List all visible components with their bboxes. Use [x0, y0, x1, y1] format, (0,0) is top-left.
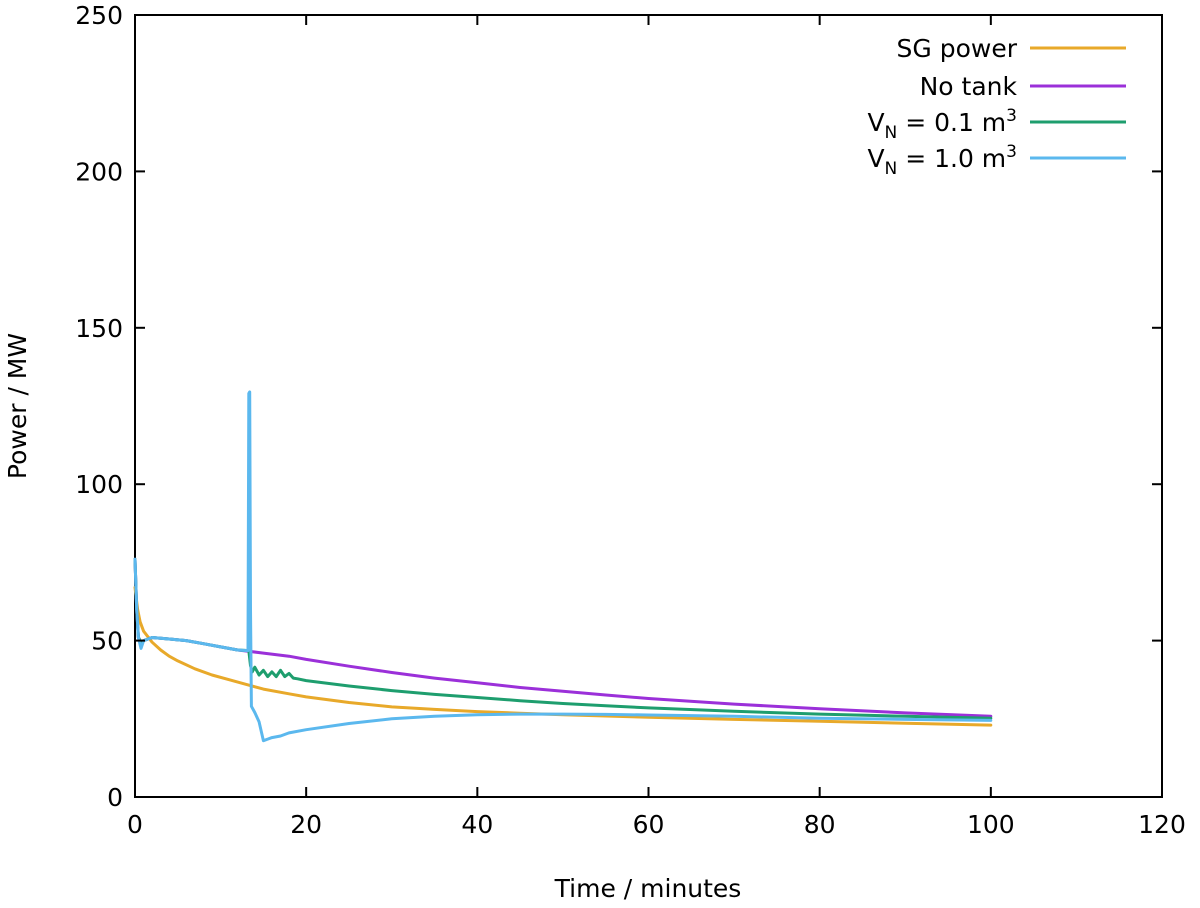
legend-label: SG power	[897, 34, 1018, 63]
y-tick-label: 0	[107, 783, 123, 812]
legend-label: VN = 1.0 m3	[867, 142, 1017, 179]
x-tick-label: 100	[967, 810, 1015, 839]
legend-label: No tank	[920, 72, 1018, 101]
x-tick-label: 60	[633, 810, 665, 839]
y-axis-label: Power / MW	[3, 333, 32, 479]
series-line-1	[133, 585, 993, 727]
y-tick-label: 150	[75, 314, 123, 343]
x-axis-label: Time / minutes	[554, 874, 742, 903]
y-tick-label: 250	[75, 1, 123, 30]
y-tick-label: 50	[91, 627, 123, 656]
legend-label: VN = 0.1 m3	[867, 106, 1017, 143]
x-tick-label: 20	[290, 810, 322, 839]
series-line-3	[133, 557, 993, 720]
y-tick-label: 100	[75, 470, 123, 499]
plot-frame	[134, 14, 1163, 798]
x-tick-label: 0	[127, 810, 143, 839]
series-line-4	[133, 390, 993, 743]
x-tick-label: 40	[461, 810, 493, 839]
y-tick-label: 200	[75, 157, 123, 186]
x-tick-label: 80	[804, 810, 836, 839]
x-tick-label: 120	[1138, 810, 1186, 839]
series-line-2	[133, 557, 993, 718]
